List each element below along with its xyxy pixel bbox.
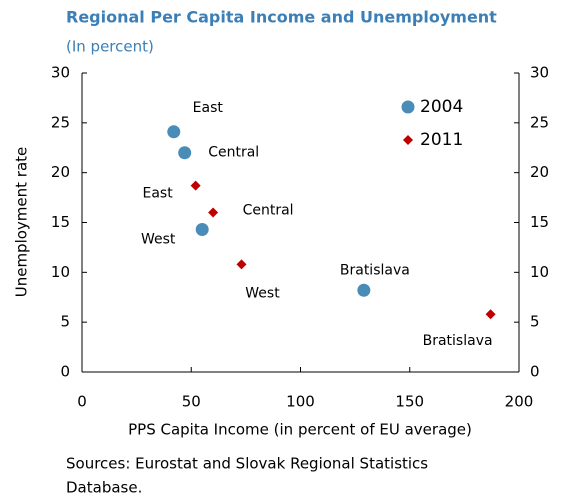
y-tick-label: 25 [51, 113, 70, 131]
legend-marker [401, 100, 415, 114]
point [485, 309, 496, 320]
point [357, 283, 371, 297]
y-axis-label: Unemployment rate [13, 147, 31, 298]
point-label: East [143, 186, 174, 202]
point-label: West [245, 285, 280, 301]
y2-tick-label: 20 [530, 163, 549, 181]
y-tick-label: 0 [60, 363, 70, 381]
legend-label: 2011 [420, 130, 463, 150]
y2-tick-label: 30 [530, 64, 549, 82]
y-tick-label: 5 [60, 313, 70, 331]
x-tick-label: 0 [77, 393, 87, 411]
y2-tick-label: 25 [530, 113, 549, 131]
chart-title: Regional Per Capita Income and Unemploym… [66, 8, 497, 27]
point-label: West [141, 231, 176, 247]
point-label: Bratislava [423, 333, 493, 349]
legend-marker [403, 135, 413, 145]
point [208, 207, 219, 218]
y-tick-label: 10 [51, 263, 70, 281]
point-label: Central [208, 145, 259, 161]
x-tick-label: 100 [286, 393, 315, 411]
point [236, 259, 247, 270]
y-tick-label: 20 [51, 163, 70, 181]
point [190, 180, 201, 191]
y2-tick-label: 0 [530, 363, 540, 381]
point [195, 222, 209, 236]
footnote: Database. [66, 479, 142, 496]
y2-tick-label: 5 [530, 313, 540, 331]
point [167, 125, 181, 139]
x-tick-label: 50 [182, 393, 201, 411]
y2-tick-label: 15 [530, 213, 549, 231]
point [178, 146, 192, 160]
legend-label: 2004 [420, 97, 463, 117]
point-label: Bratislava [340, 262, 410, 278]
y-tick-label: 30 [51, 64, 70, 82]
chart-subtitle: (In percent) [66, 38, 154, 56]
point-label: East [193, 100, 224, 116]
y-tick-label: 15 [51, 213, 70, 231]
x-axis-label: PPS Capita Income (in percent of EU aver… [128, 421, 472, 439]
x-tick-label: 200 [505, 393, 534, 411]
point-label: Central [243, 203, 294, 219]
y2-tick-label: 10 [530, 263, 549, 281]
footnote: Sources: Eurostat and Slovak Regional St… [66, 455, 428, 473]
x-tick-label: 150 [395, 393, 424, 411]
